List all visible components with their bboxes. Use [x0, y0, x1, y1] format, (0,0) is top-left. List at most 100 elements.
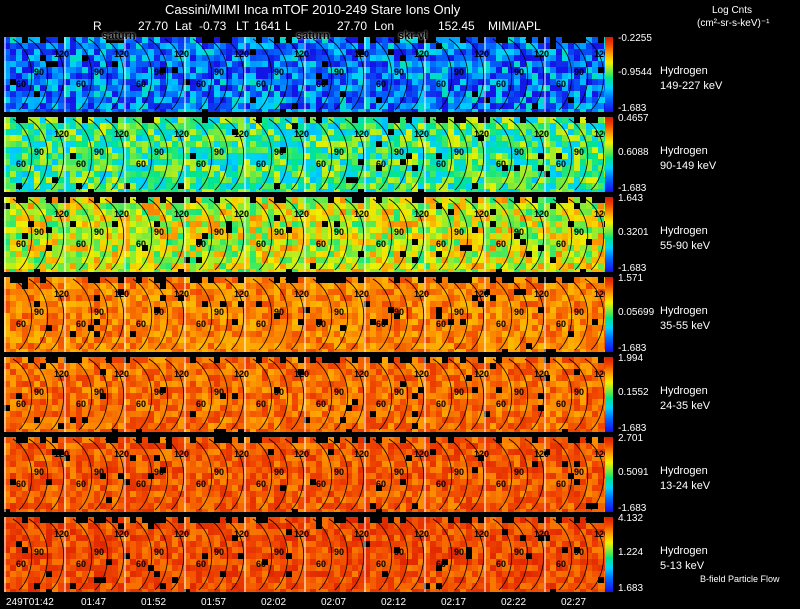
heatmap-cell — [532, 55, 538, 61]
heatmap-cell — [118, 49, 124, 55]
heatmap-cell — [244, 227, 250, 233]
heatmap-cell — [286, 269, 292, 272]
heatmap-cell — [106, 251, 112, 257]
heatmap-cell — [292, 147, 298, 153]
heatmap-cell — [124, 177, 130, 183]
heatmap-cell — [76, 109, 82, 112]
heatmap-cell — [28, 147, 34, 153]
heatmap-cell — [34, 239, 40, 245]
heatmap-cell — [532, 301, 538, 307]
heatmap-cell — [514, 277, 520, 283]
heatmap-cell — [172, 85, 178, 91]
heatmap-cell — [178, 97, 184, 103]
heatmap-cell — [136, 227, 142, 233]
heatmap-cell — [106, 103, 112, 109]
heatmap-cell — [10, 135, 16, 141]
heatmap-cell — [448, 251, 454, 257]
pitch-angle-contour — [252, 198, 273, 271]
heatmap-cell — [82, 215, 88, 221]
heatmap-cell — [478, 147, 484, 153]
heatmap-cell — [190, 233, 196, 239]
heatmap-cell — [454, 277, 460, 283]
heatmap-cell — [556, 197, 562, 203]
heatmap-cell — [112, 277, 118, 283]
heatmap-cell — [304, 141, 310, 147]
heatmap-cell — [604, 73, 605, 79]
heatmap-cell — [286, 251, 292, 257]
heatmap-cell — [316, 233, 322, 239]
heatmap-cell — [100, 289, 106, 295]
heatmap-cell — [226, 257, 232, 263]
heatmap-cell — [112, 153, 118, 159]
heatmap-cell — [256, 73, 262, 79]
heatmap-cell — [430, 269, 436, 272]
heatmap-cell — [274, 289, 280, 295]
heatmap-cell — [52, 61, 58, 67]
heatmap-cell — [556, 245, 562, 251]
heatmap-cell — [352, 251, 358, 257]
heatmap-cell — [154, 215, 160, 221]
heatmap-cell — [592, 239, 598, 245]
heatmap-cell — [430, 109, 436, 112]
heatmap-cell — [256, 91, 262, 97]
heatmap-cell — [550, 73, 556, 79]
heatmap-cell — [220, 129, 226, 135]
heatmap-cell — [250, 171, 256, 177]
heatmap-cell — [34, 85, 40, 91]
heatmap-cell — [532, 171, 538, 177]
heatmap-cell — [484, 289, 490, 295]
heatmap-cell — [502, 37, 508, 43]
heatmap-cell — [442, 209, 448, 215]
heatmap-cell — [214, 103, 220, 109]
heatmap-cell — [352, 307, 358, 313]
colorbar-stop — [605, 265, 613, 266]
heatmap-cell — [250, 91, 256, 97]
heatmap-cell — [100, 85, 106, 91]
heatmap-cell — [322, 85, 328, 91]
heatmap-cell — [466, 277, 472, 283]
heatmap-cell — [436, 283, 442, 289]
heatmap-cell — [376, 251, 382, 257]
heatmap-cell — [40, 49, 46, 55]
heatmap-cell — [178, 147, 184, 153]
heatmap-cell — [82, 117, 88, 123]
heatmap-cell — [226, 103, 232, 109]
heatmap-cell — [154, 109, 160, 112]
heatmap-cell — [262, 117, 268, 123]
heatmap-cell — [190, 245, 196, 251]
heatmap-cell — [64, 159, 70, 165]
heatmap-cell — [250, 73, 256, 79]
heatmap-cell — [280, 67, 286, 73]
heatmap-cell — [34, 61, 40, 67]
heatmap-cell — [526, 251, 532, 257]
heatmap-cell — [328, 203, 334, 209]
heatmap-cell — [436, 103, 442, 109]
heatmap-cell — [424, 73, 430, 79]
heatmap-cell — [304, 189, 310, 192]
heatmap-cell — [364, 215, 370, 221]
heatmap-cell — [298, 263, 304, 269]
heatmap-cell — [382, 85, 388, 91]
heatmap-cell — [358, 203, 364, 209]
heatmap-cell — [82, 183, 88, 189]
heatmap-cell — [88, 257, 94, 263]
colorbar-stop — [605, 181, 613, 182]
heatmap-cell — [286, 245, 292, 251]
heatmap-cell — [118, 289, 124, 295]
heatmap-cell — [244, 251, 250, 257]
heatmap-cell — [298, 117, 304, 123]
heatmap-cell — [286, 61, 292, 67]
heatmap-cell — [10, 301, 16, 307]
heatmap-cell — [244, 109, 250, 112]
heatmap-cell — [88, 129, 94, 135]
heatmap-cell — [520, 117, 526, 123]
heatmap-cell — [244, 289, 250, 295]
heatmap-cell — [310, 239, 316, 245]
heatmap-cell — [472, 123, 478, 129]
heatmap-cell — [178, 257, 184, 263]
heatmap-cell — [586, 215, 592, 221]
heatmap-cell — [442, 103, 448, 109]
heatmap-cell — [106, 43, 112, 49]
heatmap-cell — [514, 257, 520, 263]
heatmap-cell — [550, 251, 556, 257]
